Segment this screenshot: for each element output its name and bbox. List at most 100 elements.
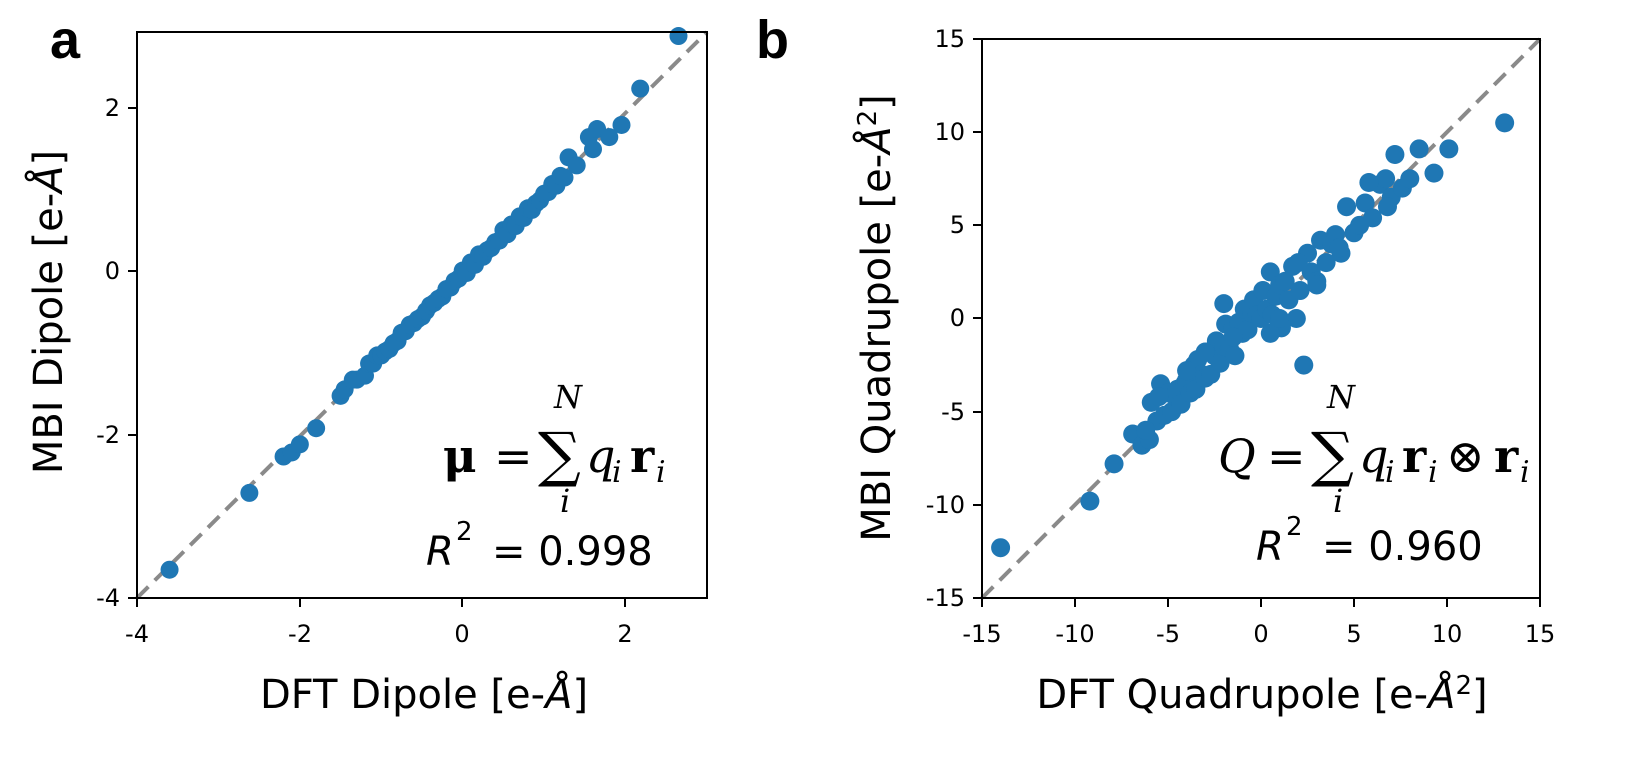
panel-b-data-point [1223, 327, 1243, 347]
formula-equals: = [494, 429, 533, 483]
panel-b-data-point [1376, 169, 1396, 189]
formula-equals: = [1267, 429, 1306, 483]
panel-a-data-point [555, 168, 574, 187]
panel-b-ytick-label: -5 [941, 398, 965, 426]
panel-b-data-point [1409, 139, 1429, 159]
r2-exponent: 2 [1286, 512, 1303, 542]
panel-a-plot-area [135, 27, 709, 600]
panel-b-ytick-label: 15 [934, 25, 965, 53]
panel-b-xtick-label: -5 [1156, 620, 1180, 648]
formula-sum-lower: i [560, 482, 570, 520]
panel-b-xtick-label: 5 [1346, 620, 1361, 648]
formula-q-capital: Q [1218, 429, 1256, 483]
r2-value: = 0.960 [1322, 524, 1483, 570]
panel-b-data-point [1080, 491, 1100, 511]
panel-a: a -4 -2 0 2 -4 -2 0 2 [24, 10, 709, 718]
panel-b-formula: Q = ∑ N i q i r i ⊗ r i [1218, 378, 1530, 520]
panel-b-data-point [1238, 320, 1258, 340]
panel-b: b -15 -10 -5 0 5 10 15 [756, 10, 1555, 718]
r2-value: = 0.998 [492, 529, 653, 575]
panel-b-data-point [1290, 281, 1310, 301]
formula-tensor-product: ⊗ [1446, 429, 1485, 483]
panel-b-ytick-label: -15 [926, 584, 965, 612]
panel-a-xtick-label: 0 [454, 620, 469, 648]
panel-a-axes-frame [136, 31, 708, 599]
panel-b-xtick-label: 15 [1525, 620, 1556, 648]
panel-b-data-point [991, 538, 1011, 558]
panel-b-xtick-label: -10 [1055, 620, 1094, 648]
panel-b-plot-area [980, 37, 1542, 600]
panel-b-data-point [1288, 253, 1308, 273]
panel-b-ytick-label: -10 [926, 491, 965, 519]
panel-a-data-point [290, 435, 309, 454]
panel-b-data-point [1210, 353, 1230, 373]
panel-b-letter: b [756, 10, 789, 70]
panel-a-data-point [631, 79, 650, 98]
formula-r: r [1402, 429, 1427, 483]
panel-b-ytick-label: 10 [934, 118, 965, 146]
panel-b-data-point [1136, 420, 1156, 440]
panel-b-data-point [1359, 172, 1379, 192]
panel-b-data-point [1214, 294, 1234, 314]
panel-b-data-point [1400, 169, 1420, 189]
r2-exponent: 2 [456, 517, 473, 547]
panel-b-points [991, 113, 1515, 558]
panel-a-points [160, 27, 688, 579]
panel-b-x-ticks: -15 -10 -5 0 5 10 15 [962, 598, 1555, 648]
panel-a-data-point [307, 419, 326, 438]
panel-a-data-point [567, 156, 586, 175]
r2-label: R [426, 529, 454, 575]
panel-b-data-point [1329, 238, 1349, 258]
formula-sum-lower: i [1333, 482, 1343, 520]
panel-b-y-axis-label: MBI Quadrupole [e-Å2] [852, 94, 900, 541]
panel-a-xtick-label: 2 [617, 620, 632, 648]
panel-a-r2-annotation: R 2 = 0.998 [426, 517, 653, 575]
panel-a-ytick-label: 0 [105, 257, 120, 285]
panel-a-letter: a [50, 10, 81, 70]
panel-a-ytick-label: -2 [96, 421, 120, 449]
formula-q: q [1359, 429, 1388, 483]
panel-b-data-point [1337, 197, 1357, 217]
panel-b-data-point [1225, 346, 1245, 366]
panel-b-y-ticks: -15 -10 -5 0 5 10 15 [926, 25, 982, 612]
panel-a-ytick-label: 2 [105, 94, 120, 122]
panel-a-data-point [612, 115, 631, 134]
formula-sum-sign: ∑ [1311, 420, 1354, 490]
panel-b-ytick-label: 5 [950, 211, 965, 239]
panel-b-data-point [1294, 355, 1314, 375]
panel-b-data-point [1424, 163, 1444, 183]
panel-a-xtick-label: -4 [125, 620, 149, 648]
panel-b-data-point [1270, 309, 1290, 328]
panel-b-ytick-label: 0 [950, 304, 965, 332]
formula-r-second-subscript: i [1520, 455, 1530, 490]
panel-b-data-point [1355, 193, 1375, 213]
panel-a-data-point [160, 560, 179, 579]
panel-b-xtick-label: 10 [1432, 620, 1463, 648]
panel-a-formula: μ = ∑ N i q i r i [443, 378, 666, 520]
panel-b-data-point [1104, 454, 1124, 474]
panel-a-y-axis-label: MBI Dipole [e-Å] [24, 150, 72, 474]
formula-r-second: r [1494, 429, 1519, 483]
formula-r-subscript: i [656, 455, 666, 490]
panel-b-data-point [1495, 113, 1515, 133]
panel-a-y-ticks: -4 -2 0 2 [96, 94, 137, 612]
formula-q-subscript: i [1385, 455, 1395, 490]
panel-a-x-axis-label: DFT Dipole [e-Å] [260, 670, 588, 718]
panel-b-r2-annotation: R 2 = 0.960 [1256, 512, 1483, 570]
panel-b-data-point [1260, 323, 1280, 343]
panel-a-data-point [584, 140, 602, 159]
panel-b-reference-line [980, 37, 1542, 600]
panel-b-data-point [1195, 342, 1215, 362]
panel-b-data-point [1275, 271, 1295, 291]
panel-b-data-point [1377, 197, 1397, 217]
panel-b-data-point [1439, 139, 1459, 159]
panel-b-data-point [1177, 361, 1197, 381]
panel-b-xtick-label: -15 [962, 620, 1001, 648]
panel-a-ytick-label: -4 [96, 584, 120, 612]
formula-sum-upper: N [1326, 378, 1356, 416]
formula-r-subscript: i [1428, 455, 1438, 490]
formula-sum-upper: N [553, 378, 583, 416]
panel-b-data-point [1286, 309, 1306, 328]
panel-b-data-point [1149, 387, 1169, 407]
formula-r: r [630, 429, 655, 483]
